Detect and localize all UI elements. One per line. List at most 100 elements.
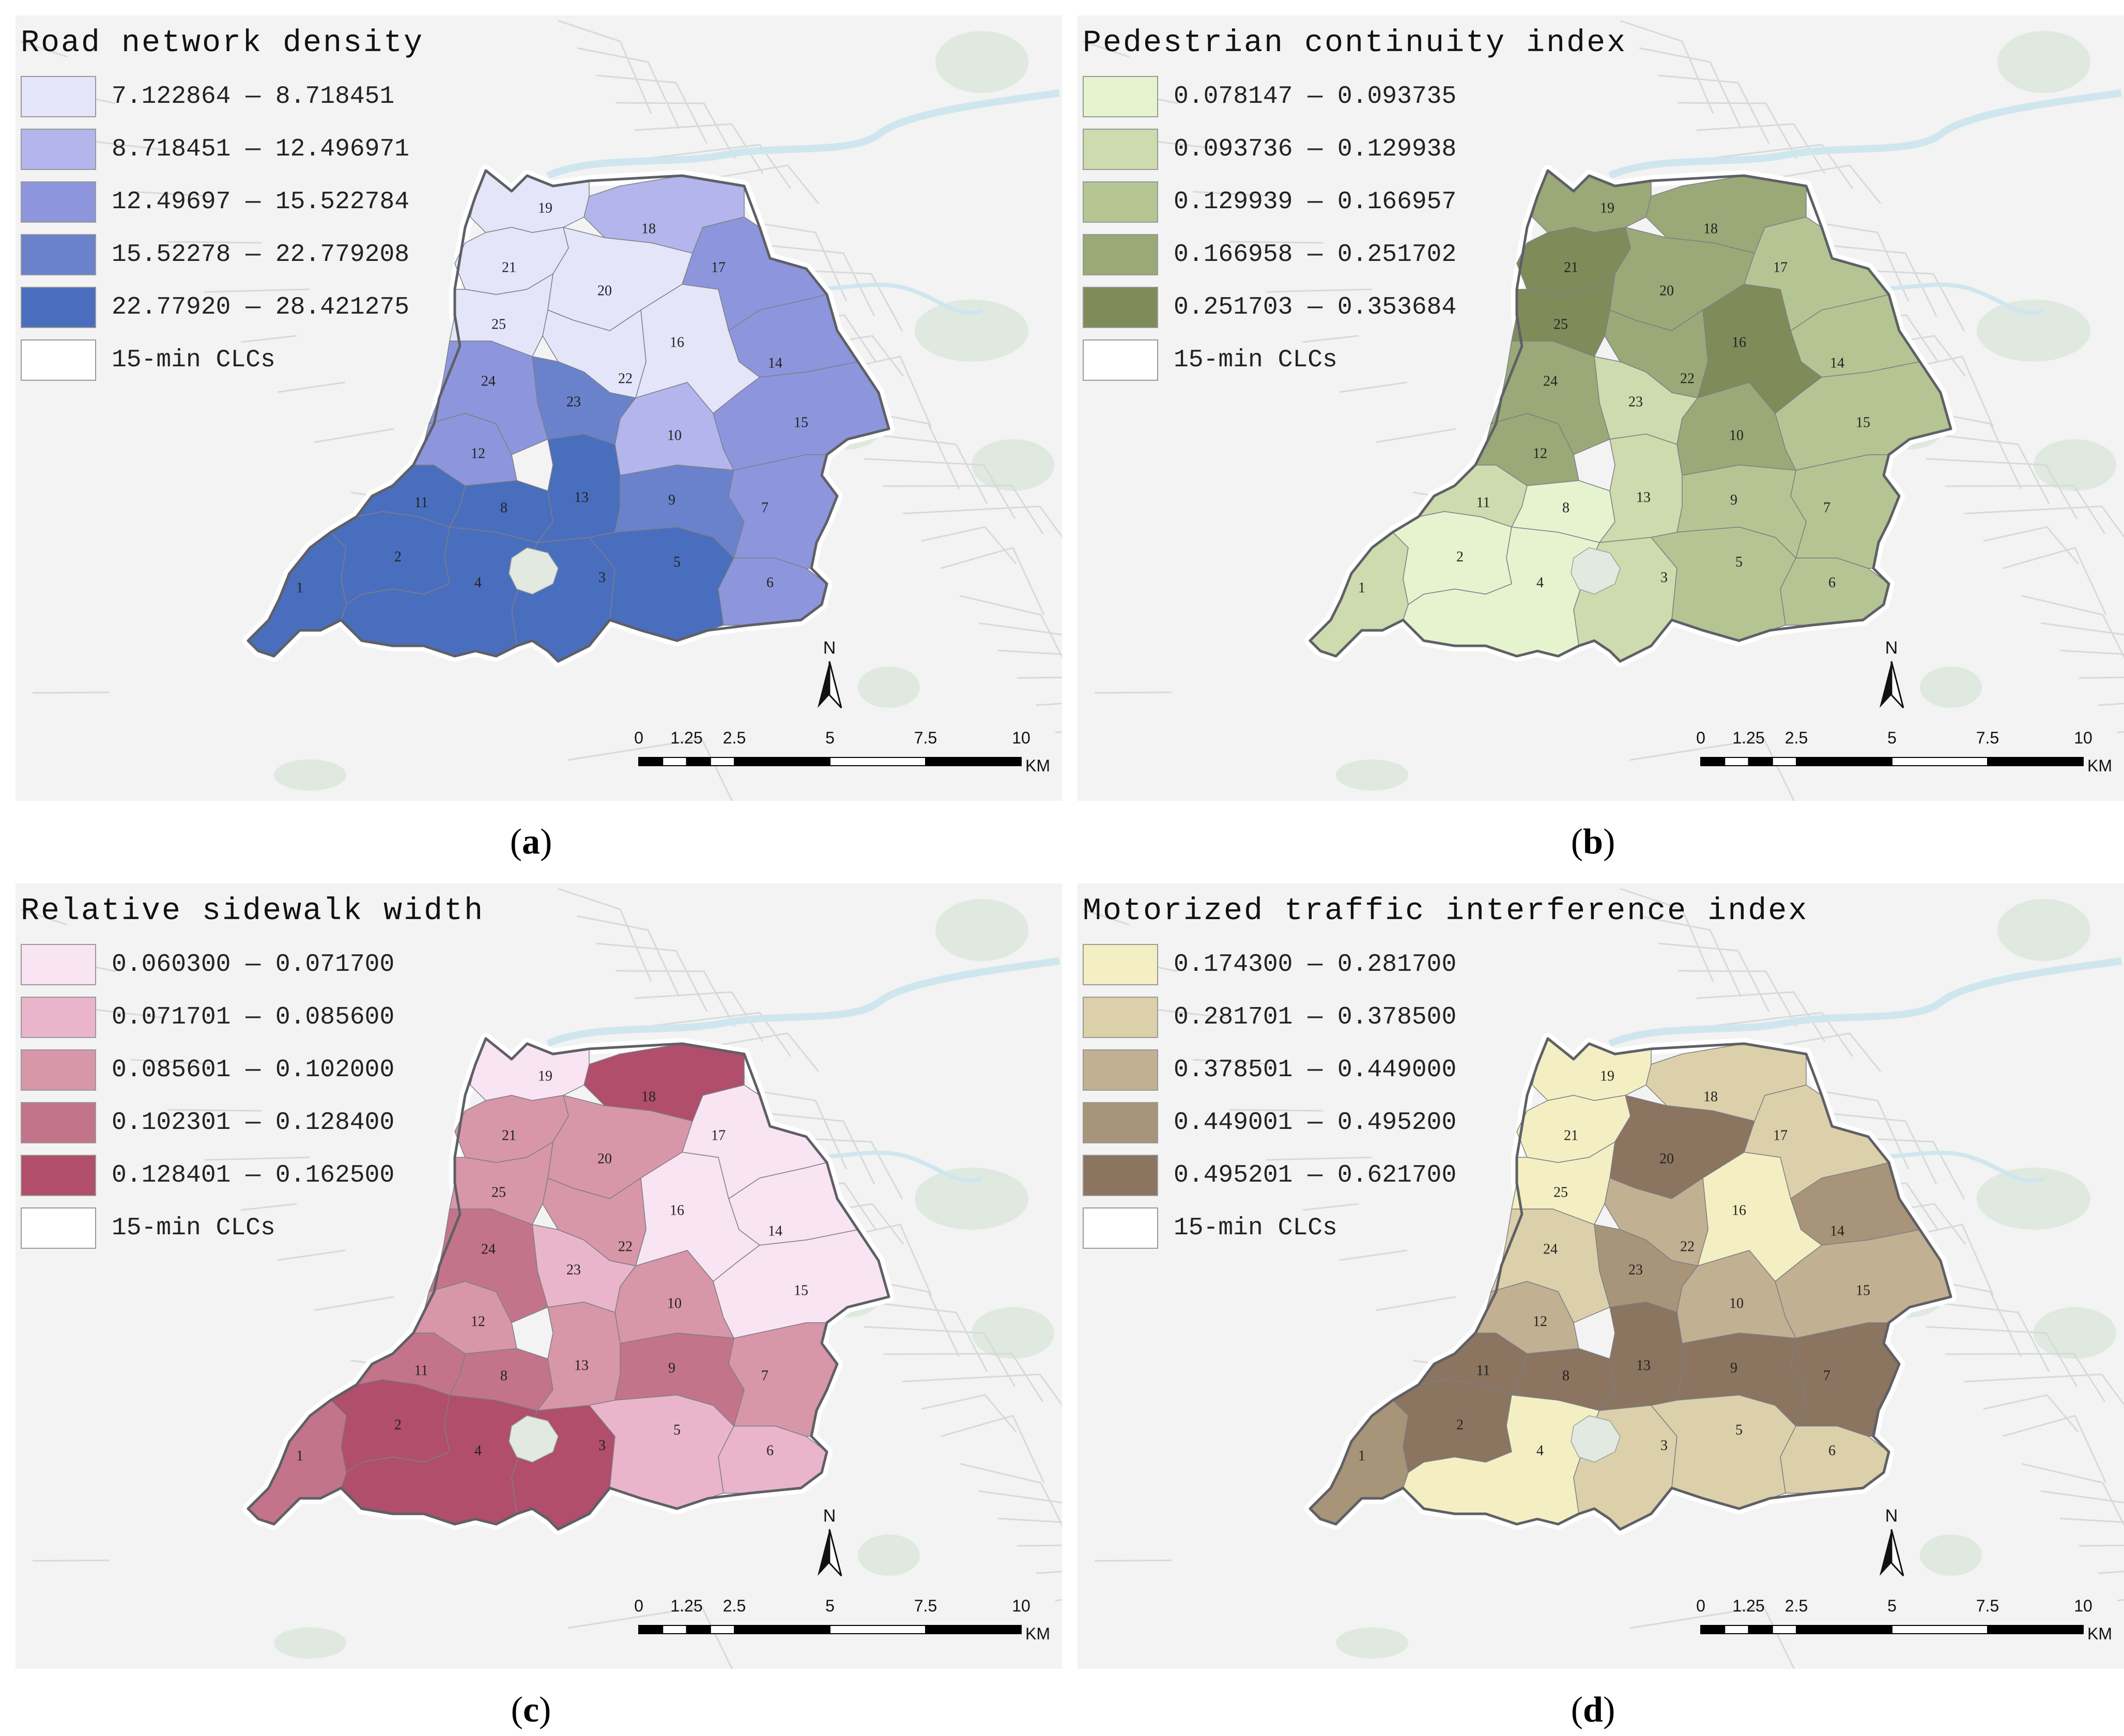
scale-tick-label: 5 [825,1597,835,1615]
scale-segment [710,757,735,766]
park-area [858,667,920,708]
study-area-boundary [1309,1037,1952,1531]
north-arrow-icon: N [811,638,848,716]
map-frame: 1 2 3 4 5 6 7 8 9 10 11 12 13 14 15 16 17 18 19 20 21 22 23 24 2… [1078,884,2124,1669]
zone-label-15: 15 [1856,1282,1870,1298]
legend-swatch [1083,1049,1158,1091]
scale-unit: KM [1025,756,1050,775]
park-area [1920,667,1982,708]
legend-swatch [21,234,96,275]
zone-label-22: 22 [1680,1238,1695,1254]
zone-label-18: 18 [1703,221,1718,237]
scale-segment [829,1625,926,1634]
zone-label-23: 23 [566,1262,581,1278]
zone-label-21: 21 [1564,259,1578,275]
scale-tick-label: 5 [1887,729,1897,747]
zone-label-25: 25 [1553,1184,1568,1200]
legend-label: 0.174300 — 0.281700 [1174,951,1457,979]
scale-segment [686,1625,711,1634]
scale-segment [734,757,830,766]
zone-label-7: 7 [761,500,768,516]
zone-label-16: 16 [1732,334,1746,350]
map-panel-b: 1 2 3 4 5 6 7 8 9 10 11 12 13 14 15 16 17 18 19 20 21 22 23 24 2… [1062,0,2124,868]
zone-label-22: 22 [618,370,633,386]
park-area [1977,1168,2090,1230]
legend-item-boundary: 15-min CLCs [21,1202,484,1254]
legend-item: 7.122864 — 8.718451 [21,70,424,123]
scale-segment [1987,757,2084,766]
legend-item: 0.085601 — 0.102000 [21,1044,484,1096]
zone-label-19: 19 [538,1068,552,1084]
excluded-area [1571,1415,1621,1463]
legend-item: 0.281701 — 0.378500 [1083,991,1808,1044]
scale-unit: KM [2087,1624,2112,1643]
park-area [1336,760,1408,791]
zone-13 [1599,433,1683,543]
zone-label-19: 19 [538,200,552,216]
zone-label-4: 4 [474,575,482,591]
excluded-area [509,1415,559,1463]
scale-segment [1772,757,1797,766]
legend-item: 0.102301 — 0.128400 [21,1096,484,1149]
zone-label-23: 23 [566,394,581,410]
zone-label-2: 2 [394,1417,402,1433]
scale-segment [638,1625,664,1634]
zone-label-5: 5 [673,554,681,570]
scale-segment [1772,1625,1797,1634]
scale-tick-label: 2.5 [722,729,746,747]
zone-label-24: 24 [481,373,496,389]
map-frame: 1 2 3 4 5 6 7 8 9 10 11 12 13 14 15 16 17 18 19 20 21 22 23 24 2… [16,16,1062,801]
zone-label-11: 11 [1476,494,1490,510]
zone-label-6: 6 [1828,575,1836,591]
study-area-boundary [247,169,890,663]
legend-item: 0.060300 — 0.071700 [21,938,484,991]
park-area [915,1168,1028,1230]
scale-bar: 0 1.25 2.5 5 7.5 10 KM [1682,729,2112,775]
zone-label-10: 10 [1729,1295,1744,1311]
legend-item-boundary: 15-min CLCs [1083,334,1627,386]
legend-label: 0.093736 — 0.129938 [1174,135,1457,163]
park-area [858,1535,920,1576]
park-area [1997,31,2090,93]
legend-swatch [1083,997,1158,1038]
scale-bar: 0 1.25 2.5 5 7.5 10 KM [620,1597,1050,1643]
park-area [1920,1535,1982,1576]
scale-segment [1891,1625,1988,1634]
svg-text:N: N [823,638,836,658]
scale-tick-label: 1.25 [670,729,703,747]
scale-segment [925,1625,1022,1634]
zone-25 [1511,273,1615,357]
legend-item: 0.129939 — 0.166957 [1083,176,1627,228]
zones [1310,170,1951,662]
legend-swatch [1083,339,1158,381]
legend-label: 22.77920 — 28.421275 [112,293,410,321]
map-panel-a: 1 2 3 4 5 6 7 8 9 10 11 12 13 14 15 16 17 18 19 20 21 22 23 24 2… [0,0,1062,868]
zone-label-5: 5 [1735,1422,1743,1438]
scale-segment [925,757,1022,766]
legend-swatch [21,1207,96,1249]
legend: Road network density 7.122864 — 8.718451 8… [21,26,424,386]
legend-label: 15-min CLCs [1174,1214,1337,1242]
zone-label-12: 12 [471,1313,485,1329]
scale-tick-label: 1.25 [670,1597,703,1615]
map-panel-c: 1 2 3 4 5 6 7 8 9 10 11 12 13 14 15 16 17 18 19 20 21 22 23 24 2… [0,868,1062,1736]
zone-13 [537,1301,621,1411]
zone-label-13: 13 [1636,1357,1651,1373]
legend-label: 15.52278 — 22.779208 [112,241,410,269]
zone-label-2: 2 [1456,549,1464,565]
north-arrow-icon: N [811,1506,848,1584]
legend-swatch [1083,129,1158,170]
legend-swatch [1083,944,1158,985]
scale-segment [1987,1625,2084,1634]
panel-caption: (c) [511,1690,551,1730]
zone-label-10: 10 [667,427,682,443]
zone-label-8: 8 [1562,500,1569,516]
scale-bar: 0 1.25 2.5 5 7.5 10 KM [1682,1597,2112,1643]
river [1868,1151,2045,1183]
zone-label-24: 24 [1543,373,1558,389]
zone-label-8: 8 [500,1368,507,1384]
park-area [274,1628,346,1659]
excluded-area [1571,547,1621,595]
zone-label-15: 15 [794,414,808,430]
